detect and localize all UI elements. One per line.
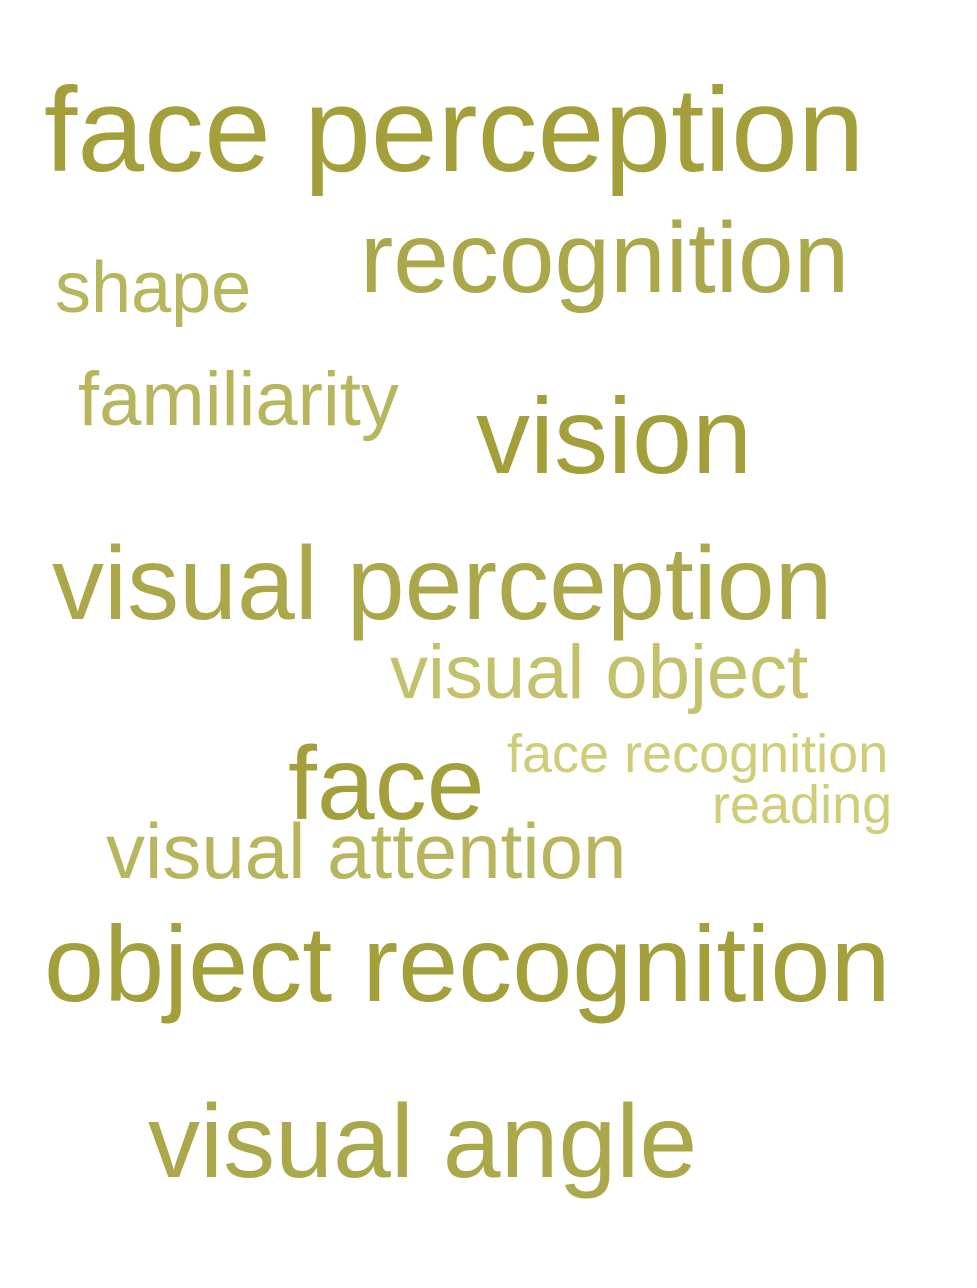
word-visual-angle: visual angle <box>148 1084 698 1200</box>
word-visual-object: visual object <box>390 630 809 715</box>
word-face-perception: face perception <box>44 63 865 197</box>
word-reading: reading <box>712 775 893 835</box>
word-face: face <box>288 726 485 842</box>
word-familiarity: familiarity <box>78 357 399 442</box>
word-visual-attention: visual attention <box>106 807 627 895</box>
word-object-recognition: object recognition <box>44 903 891 1024</box>
word-face-recognition: face recognition <box>507 724 889 784</box>
word-visual-perception: visual perception <box>52 526 833 642</box>
word-vision: vision <box>476 375 753 496</box>
word-recognition: recognition <box>360 202 850 314</box>
word-shape: shape <box>55 248 252 328</box>
